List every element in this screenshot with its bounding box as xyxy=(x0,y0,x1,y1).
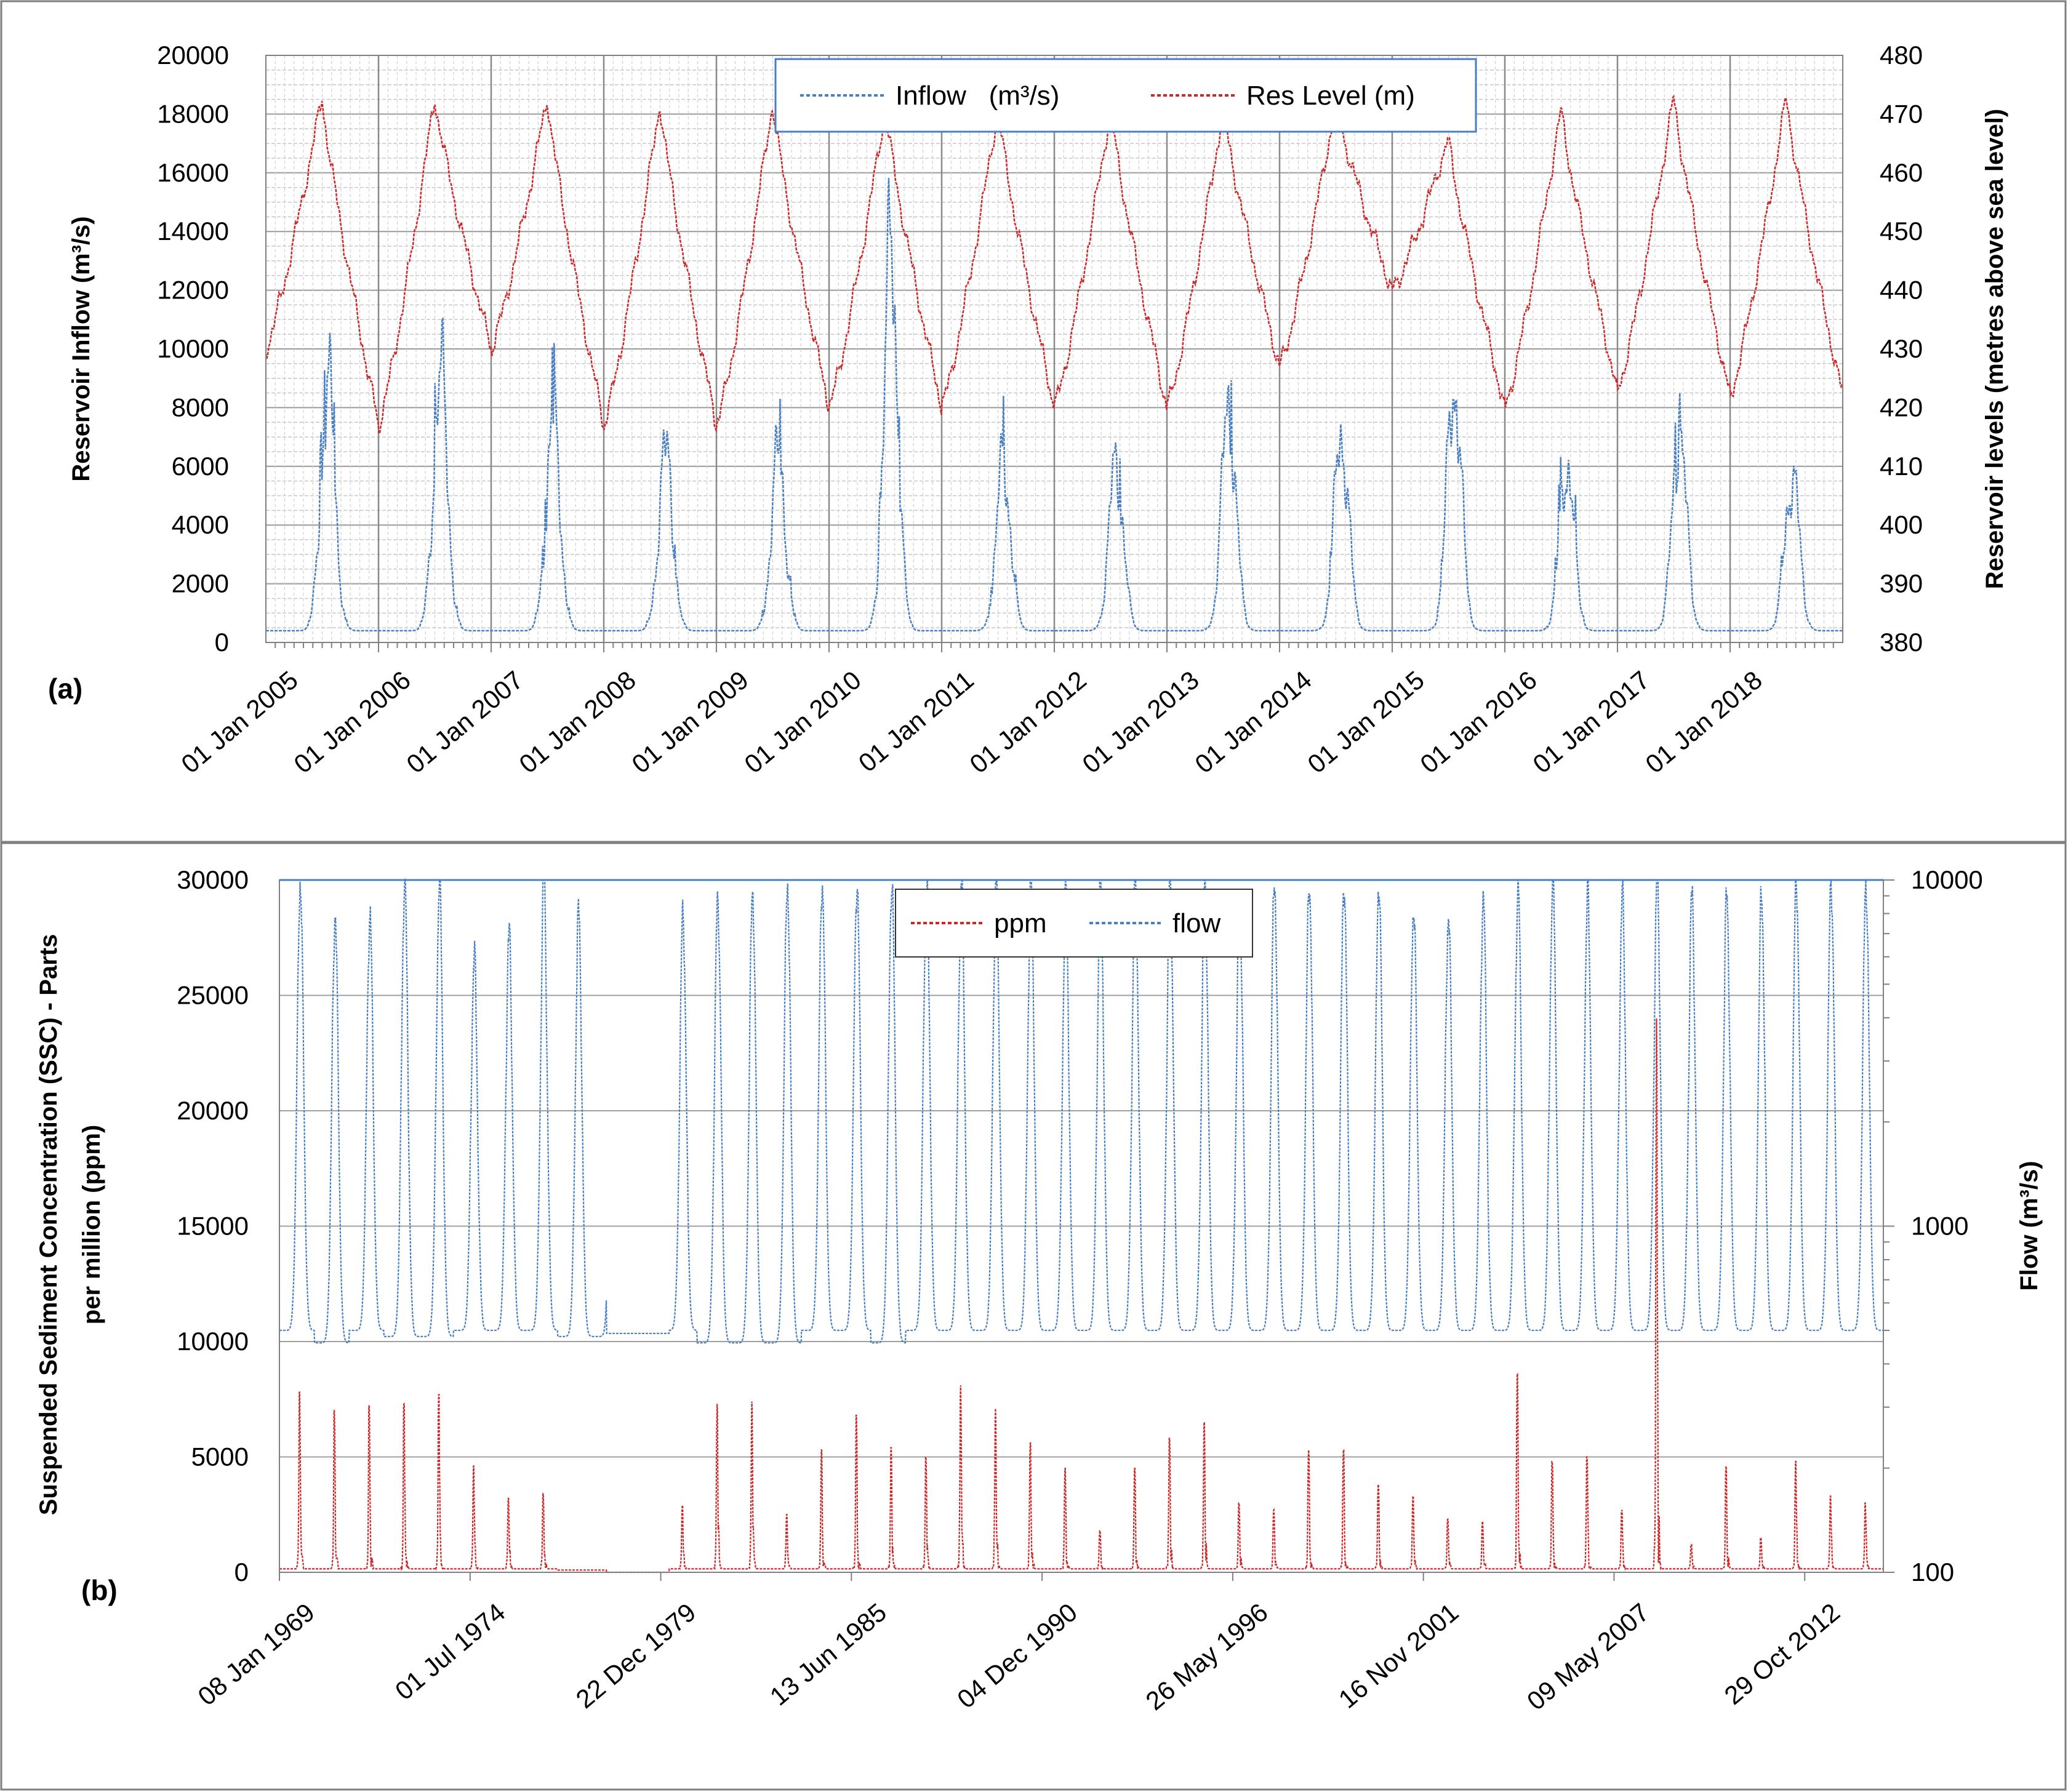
y2-tick-label: 410 xyxy=(1880,452,1923,481)
y-tick-label: 0 xyxy=(234,1558,249,1586)
y-tick-label: 0 xyxy=(215,628,229,657)
y2-tick-label: 480 xyxy=(1880,41,1923,70)
y2-tick-label: 380 xyxy=(1880,628,1923,657)
series-res-level xyxy=(265,94,1844,435)
chart-a-legend: Inflow (m³/s) Res Level (m) xyxy=(774,58,1477,133)
y-tick-label: 25000 xyxy=(177,981,249,1010)
chart-b-y-tick-labels: 0 5000 10000 15000 20000 25000 30000 xyxy=(177,865,249,1586)
legend-inflow-label: Inflow (m³/s) xyxy=(896,81,1059,111)
y2-tick-label: 470 xyxy=(1880,99,1923,128)
chart-a-y2-tick-labels: 380 390 400 410 420 430 440 450 460 470 480 xyxy=(1880,41,1923,657)
chart-b-legend: ppm flow xyxy=(895,889,1253,958)
y2-tick-label: 1000 xyxy=(1911,1212,1968,1241)
y2-tick-label: 10000 xyxy=(1911,865,1983,894)
chart-a-legend-box xyxy=(774,58,1477,133)
y-tick-label: 10000 xyxy=(157,334,229,363)
y2-tick-label: 420 xyxy=(1880,393,1923,422)
panel-a-frame xyxy=(0,0,2067,843)
series-line-ppm xyxy=(279,1018,1883,1574)
chart-b-y2-tick-labels: 100 1000 10000 xyxy=(1911,865,1983,1586)
chart-a-panel-label: (a) xyxy=(48,673,82,705)
y2-tick-label: 450 xyxy=(1880,217,1923,246)
y-tick-label: 5000 xyxy=(191,1442,249,1471)
series-line-flow xyxy=(279,878,1883,1344)
chart-b-panel-label: (b) xyxy=(81,1574,118,1606)
chart-a-gridlines xyxy=(266,55,1843,652)
chart-b-y-axis-title-line2: per million (ppm) xyxy=(78,1125,105,1324)
y-tick-label: 8000 xyxy=(172,393,229,422)
y2-tick-label: 400 xyxy=(1880,510,1923,539)
y-tick-label: 16000 xyxy=(157,158,229,187)
chart-a-plot-border xyxy=(265,55,1843,643)
chart-a-y-tick-labels: 0 2000 4000 6000 8000 10000 12000 14000 16000 180… xyxy=(157,41,229,657)
chart-b-y2-axis-title: Flow (m³/s) xyxy=(2016,1161,2043,1290)
series-flow xyxy=(279,878,1883,1344)
chart-a: 0 2000 4000 6000 8000 10000 12000 14000 16000 180… xyxy=(48,41,2008,779)
chart-b-gridlines xyxy=(279,879,1894,1573)
legend-flow-label: flow xyxy=(1172,908,1220,938)
y2-tick-label: 100 xyxy=(1911,1558,1954,1586)
series-line-res-level xyxy=(265,94,1844,435)
chart-a-y-axis-title: Reservoir Inflow (m³/s) xyxy=(68,216,95,481)
y-tick-label: 15000 xyxy=(177,1212,249,1241)
legend-ppm-label: ppm xyxy=(994,908,1047,938)
y2-tick-label: 390 xyxy=(1880,569,1923,598)
y2-tick-label: 430 xyxy=(1880,334,1923,363)
y-tick-label: 18000 xyxy=(157,99,229,128)
y-tick-label: 10000 xyxy=(177,1327,249,1356)
y2-tick-label: 460 xyxy=(1880,158,1923,187)
y-tick-label: 12000 xyxy=(157,276,229,305)
y2-tick-label: 440 xyxy=(1880,276,1923,305)
chart-b-y-axis-title-line1: Suspended Sediment Concentration (SSC) -… xyxy=(35,934,62,1516)
y-tick-label: 14000 xyxy=(157,217,229,246)
y-tick-label: 4000 xyxy=(172,510,229,539)
y-tick-label: 30000 xyxy=(177,865,249,894)
y-tick-label: 20000 xyxy=(177,1096,249,1125)
legend-res-level-label: Res Level (m) xyxy=(1246,81,1415,111)
series-ppm xyxy=(279,1018,1883,1574)
y-tick-label: 20000 xyxy=(157,41,229,70)
chart-a-y2-axis-title: Reservoir levels (metres above sea level… xyxy=(1981,109,2008,589)
y-tick-label: 6000 xyxy=(172,452,229,481)
y-tick-label: 2000 xyxy=(172,569,229,598)
